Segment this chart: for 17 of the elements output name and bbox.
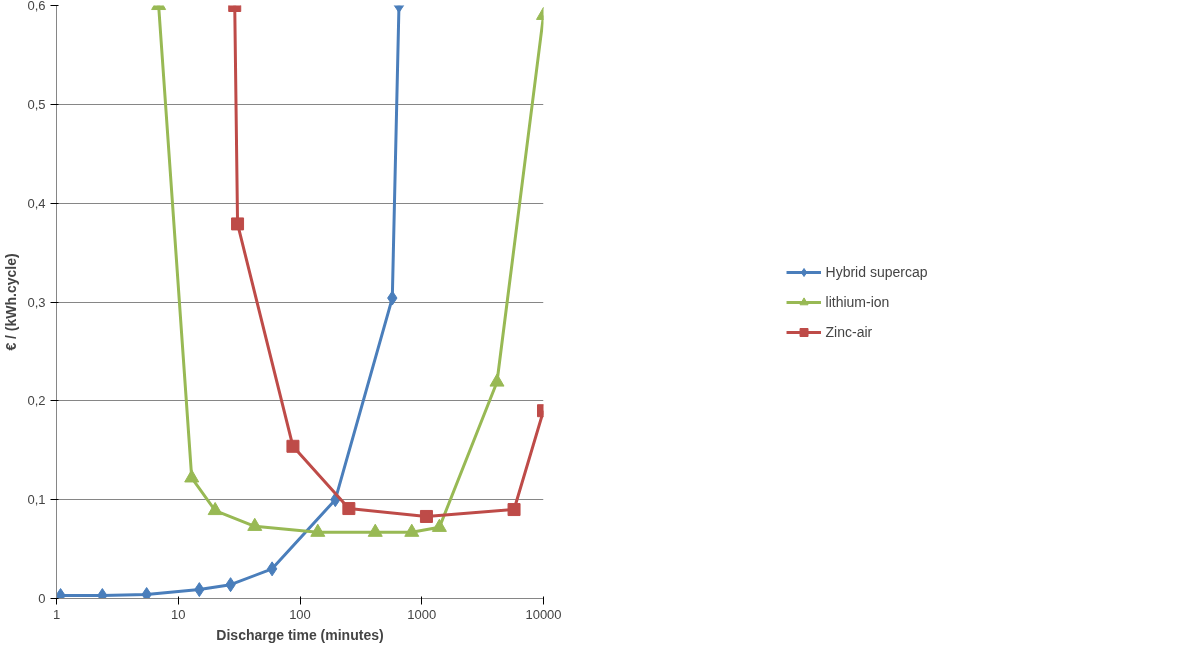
y-tick-label: 0,4 [27,195,46,211]
x-tick-label: 100 [289,606,311,622]
y-tick-label: 0,6 [27,0,46,13]
legend-label: Zinc-air [825,323,873,340]
x-tick-label: 10 [171,606,186,622]
legend-label: lithium-ion [825,293,890,310]
y-tick-label: 0 [38,591,46,606]
y-tick-label: 0,2 [27,393,46,409]
legend-label: Hybrid supercap [825,263,928,280]
y-tick-label: 0,3 [27,294,46,310]
y-tick-label: 0,1 [27,492,46,508]
x-tick-label: 10000 [525,606,562,622]
x-axis-title: Discharge time (minutes) [216,626,384,643]
x-tick-label: 1 [52,606,61,622]
x-tick-label: 1000 [407,606,437,622]
y-axis-title: € / (kWh.cycle) [3,253,20,351]
y-tick-label: 0,5 [27,96,46,112]
